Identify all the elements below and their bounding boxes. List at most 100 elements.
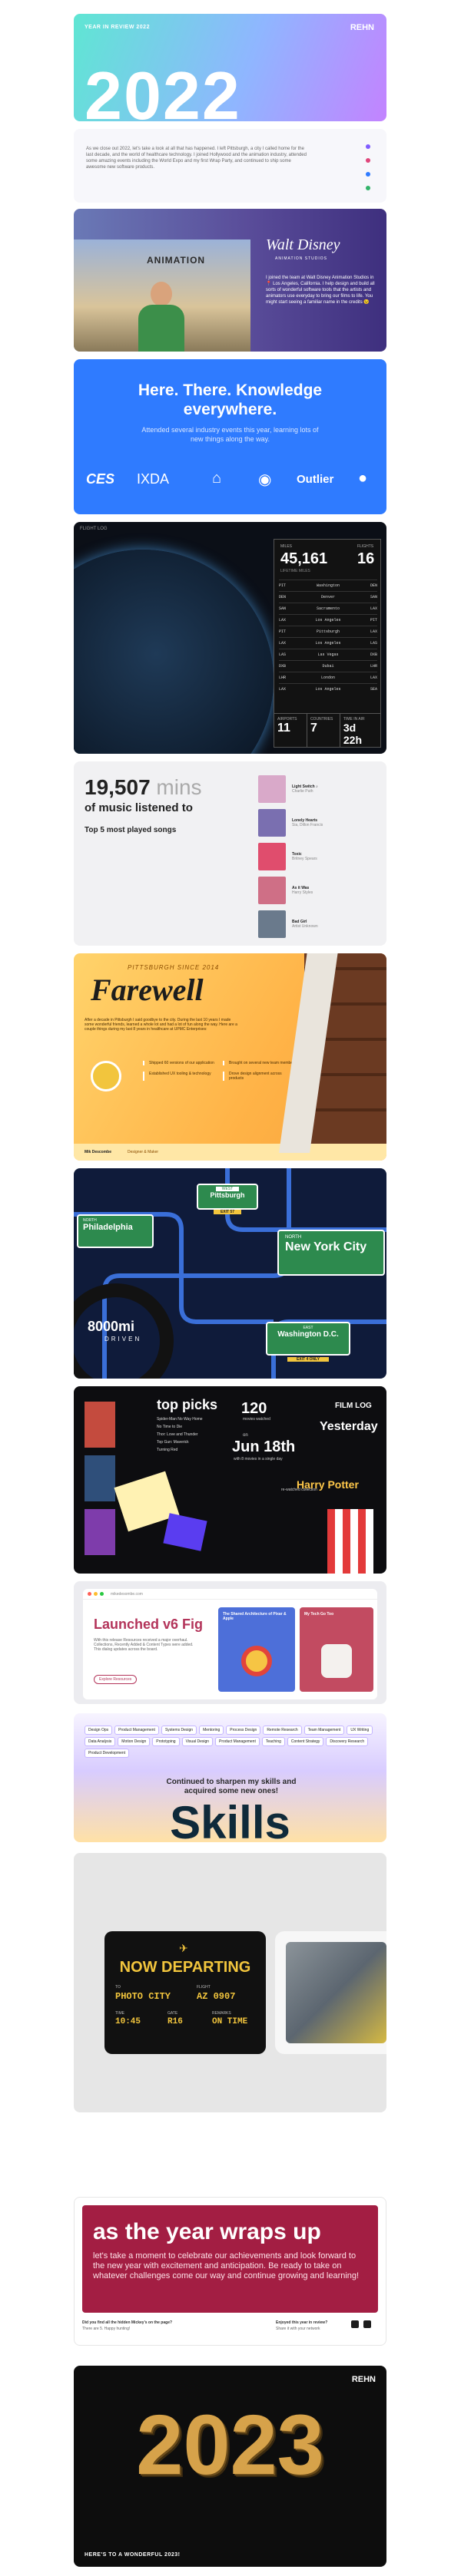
- music-count: 19,507 mins: [85, 775, 202, 800]
- minimize-dot-icon[interactable]: [94, 1592, 98, 1596]
- flight-row: LAS Las Vegas DXB: [279, 649, 377, 660]
- song-item[interactable]: As it Was Harry Styles: [258, 874, 381, 907]
- top-pick-item: Spider-Man No Way Home: [157, 1417, 203, 1422]
- flight-row: PIT Pittsburgh LAX: [279, 626, 377, 637]
- movies-count: 120: [241, 1400, 267, 1417]
- skill-tag: Design Ops: [85, 1726, 113, 1735]
- flight-bottom-stats: AIRPORTS 11 COUNTRIES 7 TIME IN AIR 3d 22h: [274, 713, 380, 747]
- flight-rows: PIT Washington DEN DEN Denver SAN SAN Sacrame…: [279, 580, 377, 695]
- to-value: PHOTO CITY: [115, 1991, 171, 2002]
- sign-pittsburgh-dir: WEST: [216, 1187, 239, 1191]
- stat-time-label: TIME IN AIR: [343, 717, 365, 722]
- flights-value: 16: [357, 550, 375, 567]
- footer-logo[interactable]: REHN: [351, 2375, 376, 2384]
- flight-log-section: FLIGHT LOG MILES 45,161 LIFETIME MILES F…: [74, 522, 386, 754]
- to-label: TO: [115, 1985, 121, 1990]
- flight-city: Las Vegas: [317, 652, 339, 657]
- pixar-ball-icon: [241, 1646, 272, 1676]
- twitter-icon[interactable]: [351, 2320, 359, 2328]
- resource-card-tech[interactable]: My Tech Go Too: [300, 1607, 373, 1692]
- song-artist: Britney Spears: [292, 857, 317, 861]
- farewell-kicker: PITTSBURGH SINCE 2014: [128, 964, 220, 971]
- flight-row: LHR London LAX: [279, 672, 377, 683]
- year-title: 2022: [85, 58, 241, 121]
- farewell-bullet: Brought on several new team members: [223, 1061, 297, 1065]
- album-art: [258, 809, 286, 837]
- building-sign: ANIMATION: [147, 255, 206, 266]
- mickey-dot-2: [366, 158, 370, 163]
- skill-tags: Design Ops Product Management Systems De…: [85, 1726, 376, 1758]
- header-banner: YEAR IN REVIEW 2022 REHN 2022: [74, 14, 386, 121]
- sign-nyc-dir: NORTH: [285, 1235, 302, 1240]
- departing-section: ✈ NOW DEPARTING TO PHOTO CITY FLIGHT AZ …: [74, 1853, 386, 2112]
- close-dot-icon[interactable]: [88, 1592, 91, 1596]
- song-item[interactable]: Bad Girl Artist Unknown: [258, 907, 381, 941]
- flight-from: SAN: [279, 606, 287, 611]
- flight-city: Sacramento: [316, 606, 340, 611]
- skill-tag: Remote Research: [263, 1726, 302, 1735]
- album-art: [258, 910, 286, 938]
- address-bar[interactable]: mikedesombe.com: [111, 1592, 143, 1597]
- stat-countries: COUNTRIES 7: [307, 714, 340, 747]
- stat-airports-value: 11: [277, 722, 290, 735]
- top-pick-item: Thor: Love and Thunder: [157, 1432, 198, 1437]
- sign-nyc-city: New York City: [285, 1240, 367, 1253]
- event-logo-outlier: Outlier: [297, 473, 334, 486]
- miles-label: MILES: [280, 544, 293, 549]
- album-art: [258, 877, 286, 904]
- resource-card-pixar-title: The Shared Architecture of Pixar & Apple: [223, 1612, 287, 1621]
- brand-logo[interactable]: REHN: [350, 23, 374, 32]
- song-item[interactable]: Lonely Hearts Sia, Dillon Francis: [258, 806, 381, 840]
- movies-section: top picks Spider-Man No Way Home No Time…: [74, 1386, 386, 1574]
- sign-pittsburgh-city: Pittsburgh: [210, 1191, 245, 1199]
- explore-button[interactable]: Explore Resources: [94, 1675, 138, 1684]
- date-on: on: [243, 1433, 248, 1438]
- footer-caption: HERE'S TO A WONDERFUL 2023!: [85, 2552, 181, 2558]
- mickey-dot-4: [366, 186, 370, 190]
- fig-section: mikedesombe.com Launched v6 Fig With thi…: [74, 1581, 386, 1704]
- badge-icon: [91, 1061, 121, 1091]
- sign-philadelphia-dir: NORTH: [83, 1218, 97, 1223]
- wrap-banner: as the year wraps up let's take a moment…: [82, 2205, 378, 2313]
- skill-tag: Product Development: [85, 1749, 130, 1758]
- maximize-dot-icon[interactable]: [100, 1592, 104, 1596]
- music-count-value: 19,507: [85, 775, 151, 799]
- linkedin-icon[interactable]: [363, 2320, 371, 2328]
- flight-value: AZ 0907: [197, 1991, 236, 2002]
- flight-city: Dubai: [322, 664, 334, 669]
- flight-from: LHR: [279, 675, 287, 680]
- flight-to: LAS: [370, 641, 377, 646]
- song-title: As it Was: [292, 886, 310, 890]
- stats-panel: MILES 45,161 LIFETIME MILES FLIGHTS 16 P…: [274, 539, 381, 748]
- music-top-label: Top 5 most played songs: [85, 826, 177, 834]
- sign-dc: EAST Washington D.C.: [266, 1322, 350, 1356]
- flight-city: Los Angeles: [315, 687, 341, 692]
- music-section: 19,507 mins of music listened to Top 5 m…: [74, 761, 386, 946]
- skill-tag: Product Management: [215, 1737, 260, 1746]
- person-shirt: [138, 305, 184, 352]
- top-picks-list: Spider-Man No Way Home No Time to Die Th…: [157, 1417, 203, 1455]
- exit-tag-pittsburgh: EXIT 57: [214, 1210, 241, 1214]
- flight-city: Los Angeles: [315, 618, 341, 623]
- remarks-label: REMARKS: [212, 2011, 231, 2016]
- stat-countries-label: COUNTRIES: [310, 717, 333, 722]
- event-logo-home: ⌂: [212, 470, 222, 487]
- flight-to: LHR: [370, 664, 377, 669]
- flight-to: LAX: [370, 606, 377, 611]
- stat-time: TIME IN AIR 3d 22h: [340, 714, 380, 747]
- mickey-dot-3: [366, 172, 370, 177]
- skill-tag: Mentoring: [199, 1726, 224, 1735]
- flight-row: DEN Denver SAN: [279, 591, 377, 603]
- song-item[interactable]: Light Switch ♪ Charlie Puth: [258, 772, 381, 806]
- knowledge-section: Here. There. Knowledge everywhere. Atten…: [74, 359, 386, 514]
- top-picks-title: top picks: [157, 1397, 218, 1412]
- song-item[interactable]: Toxic Britney Spears: [258, 840, 381, 874]
- miles-value: 45,161: [280, 550, 328, 567]
- harry-title: Harry Potter: [297, 1478, 359, 1491]
- disney-text: I joined the team at Walt Disney Animati…: [266, 276, 375, 305]
- resource-card-pixar[interactable]: The Shared Architecture of Pixar & Apple: [218, 1607, 295, 1692]
- skill-tag: Teaching: [261, 1737, 285, 1746]
- balloon-year: 2023: [136, 2398, 324, 2492]
- road-map-section: WEST Pittsburgh EXIT 57 NORTH Philadelph…: [74, 1168, 386, 1379]
- flight-to: SEA: [370, 687, 377, 692]
